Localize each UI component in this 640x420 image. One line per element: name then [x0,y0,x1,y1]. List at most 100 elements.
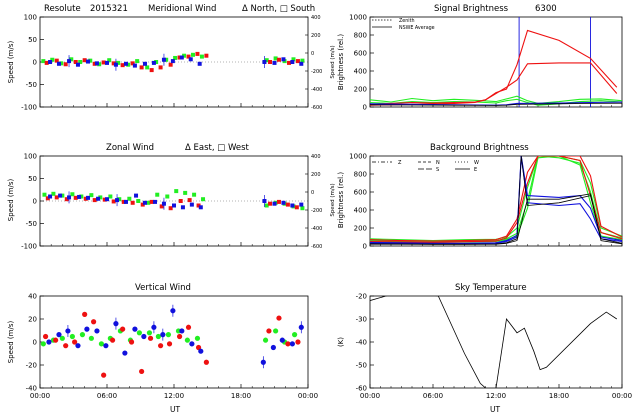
background-ytick-label: 1000 [349,153,367,161]
zonal-point [42,192,47,197]
vertical-point [279,337,285,343]
meridional-point [86,59,91,64]
vertical-point [94,328,100,334]
panel-brightness: 1000 800 600 400 200 0 [349,14,623,112]
vertical-point [292,332,298,338]
zonal-point [192,192,197,197]
vertical-point [122,350,128,356]
panel-zonal: 100 50 0 -50 -100 400 200 0 -200 -400 -600 [21,153,322,251]
meridional-point [195,51,200,56]
legend-label-w: W [474,160,479,166]
meridional-point [54,58,59,63]
vertical-xtick-label: 12:00 [164,392,184,400]
meridional-point [287,60,292,65]
meridional-point [139,65,144,70]
legend-label-z: Z [398,160,402,166]
vertical-point [98,341,105,347]
skytemp-xtick-label: 18:00 [549,392,569,400]
meridional-rtick-label: 200 [311,33,321,39]
brightness-ytick-label: 400 [354,68,367,76]
zonal-point [198,205,203,210]
meridional-point [179,55,184,60]
meridional-point [177,55,182,60]
vertical-point [270,344,276,351]
zonal-point [136,199,141,203]
meridional-point [264,58,269,63]
vertical-point [266,328,272,334]
meridional-point [186,54,191,59]
zonal-point [117,197,122,202]
vertical-point [88,335,94,341]
vertical-point [63,343,69,349]
zonal-point [83,196,88,201]
panel-markers-meridional: Δ North, □ South [242,4,315,14]
vertical-ytick-label: -20 [26,362,37,370]
vertical-point [203,359,209,365]
vertical-ytick-label: 20 [28,316,37,324]
meridional-point [158,65,163,70]
vertical-point [285,341,291,347]
background-series-line [370,156,622,242]
vertical-ytick-label: 40 [28,293,37,301]
brightness-ytick-label: 600 [354,50,367,58]
zonal-point [201,197,206,202]
zonal-point [285,202,290,207]
zonal-point [127,196,132,201]
meridional-rtick-label: 0 [311,51,314,57]
zonal-rtick-label: -600 [311,244,322,250]
meridional-point [69,57,74,62]
brightness-plot-area [370,29,622,106]
meridional-point [300,58,305,63]
zonal-ytick-label: -100 [21,243,37,251]
vertical-point [273,328,279,334]
brightness-series-line [370,102,622,106]
vertical-point [146,330,153,336]
skytemp-xtick-label: 12:00 [486,392,506,400]
zonal-point [178,199,183,203]
vertical-point [141,333,147,340]
meridional-point [295,59,300,64]
ylabel-background: Brightness (rel.) [337,172,345,228]
zonal-rtick-label: -400 [311,226,322,232]
zonal-point [159,204,164,209]
vertical-point [184,337,190,343]
vertical-point [289,341,295,347]
panel-title-brightness: Signal Brightness [434,4,509,14]
meridional-point [111,61,116,66]
zonal-point [172,203,176,208]
meridional-point [63,62,68,67]
vertical-point [155,333,161,340]
zonal-ytick-label: -50 [26,220,37,228]
vertical-point [82,311,88,317]
background-series-line [370,156,622,242]
meridional-point [59,61,64,66]
vertical-point [120,326,126,332]
vertical-point [185,324,192,330]
zonal-plot-area [42,189,305,211]
vertical-point [276,315,282,321]
brightness-ytick-label: 0 [363,104,367,112]
zonal-rtick-label: -200 [311,208,322,214]
meridional-point [199,54,204,59]
zonal-point [155,192,160,197]
meridional-point [78,60,83,64]
zonal-point [123,199,128,204]
legend-label-n: N [436,160,440,166]
zonal-point [77,194,82,199]
ylabel-brightness: Brightness (rel.) [337,34,345,90]
vertical-point [128,339,135,345]
meridional-point [94,61,99,66]
zonal-point [268,201,273,206]
brightness-ytick-label: 1000 [349,14,367,22]
meridional-point [56,61,61,66]
zonal-point [70,192,75,197]
vertical-xtick-label: 00:00 [298,392,318,400]
vertical-point [179,328,185,334]
zonal-point [64,197,69,202]
meridional-point [142,61,147,66]
meridional-point [88,58,93,63]
meridional-point [145,65,150,70]
vertical-point [147,335,154,341]
zonal-point [196,203,201,208]
vertical-point [158,343,164,349]
